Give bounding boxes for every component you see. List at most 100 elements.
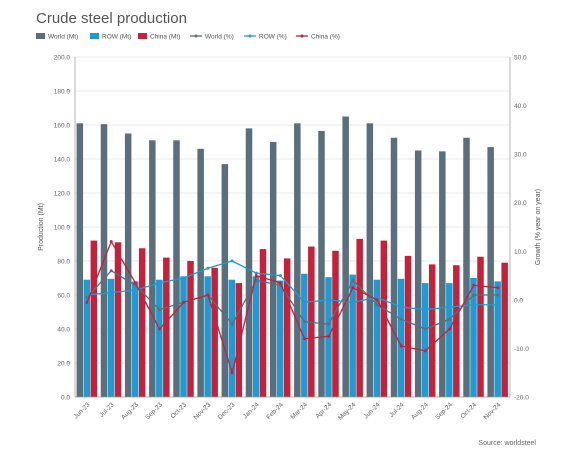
bar-china [477,256,484,397]
bar-row [83,279,91,397]
bar-row [421,283,429,397]
legend-label: World (%) [205,34,234,41]
legend-swatch [90,33,99,39]
bars [76,116,508,398]
point-world [109,269,113,273]
point-row [85,293,89,297]
y-tick-label: 120.0 [54,191,71,198]
bar-world [439,151,446,397]
bar-world [463,137,470,397]
point-row [182,276,186,280]
y2-tick-label: 50.0 [514,55,527,62]
y-tick-label: 80.0 [57,259,70,266]
x-tick-label: Nov-23 [193,401,213,421]
point-china [85,300,89,304]
y2-tick-label: 0.0 [514,297,523,304]
y2-tick-label: 40.0 [514,103,527,110]
bar-row [228,279,236,397]
point-row [448,305,452,309]
point-row [351,300,355,304]
x-tick-label: Jul-23 [98,401,116,419]
point-china [278,281,282,285]
y2-tick-label: 30.0 [514,152,527,159]
bar-row [276,280,284,397]
point-china [158,327,162,331]
legend-label: China (Mt) [150,34,180,41]
point-row [206,266,210,270]
x-tick-label: Mar-24 [289,401,309,421]
x-tick-label: Jun-24 [362,401,381,420]
point-china [496,286,500,290]
bar-china [90,240,98,397]
y-tick-label: 20.0 [57,361,70,368]
point-world [158,308,162,312]
bar-world [76,123,84,398]
bar-world [221,164,229,397]
point-china [327,334,331,338]
y2-tick-label: 20.0 [514,200,527,207]
point-china [182,300,186,304]
legend-label: China (%) [311,34,340,41]
bar-row [252,276,260,397]
bar-row [107,278,115,397]
bar-china [501,262,508,397]
point-china [423,349,427,353]
point-world [472,293,476,297]
bar-china [356,238,363,397]
bar-china [259,249,267,397]
point-row [375,295,379,299]
y-tick-label: 0.0 [61,395,70,402]
bar-row [373,279,381,397]
point-world [399,317,403,321]
source-note: Source: worldsteel [478,440,536,447]
bar-china [428,264,436,397]
bar-row [494,281,501,397]
legend-swatch [36,33,45,39]
bar-world [414,150,422,397]
bar-china [404,255,412,397]
bar-china [163,257,170,397]
bar-row [204,276,211,397]
x-tick-label: Feb-24 [265,401,285,421]
point-row [254,271,258,275]
y-tick-label: 100.0 [54,225,71,232]
y2-tick-label: -10.0 [514,346,529,353]
bar-row [446,283,453,397]
bar-china [187,261,194,397]
point-row [327,298,331,302]
point-china [109,240,113,244]
bar-world [197,148,204,397]
legend-marker [248,34,252,38]
bar-world [173,140,180,398]
point-china [133,281,137,285]
bar-china [211,267,218,397]
bar-world [487,147,494,397]
line-row [87,260,498,311]
y2-axis-title: Growth (% year on year) [535,189,542,265]
x-tick-label: Jan-24 [242,401,261,420]
bar-world [124,133,132,397]
bar-china [114,242,122,397]
point-china [375,298,379,302]
bar-row [180,276,187,397]
bar-china [283,258,291,397]
point-row [109,291,113,295]
bar-world [390,137,398,397]
point-row [133,288,137,292]
legend-label: World (Mt) [48,34,78,41]
legend: World (Mt) ROW (Mt) China (Mt) World (%) ROW… [36,33,340,41]
x-tick-label: Apr-24 [314,401,333,420]
bar-china [235,283,243,397]
point-row [423,308,427,312]
point-world [230,322,234,326]
point-row [472,303,476,307]
x-tick-label: Oct-23 [169,401,188,420]
x-tick-label: Aug-24 [410,401,430,421]
legend-swatch [138,33,147,39]
point-china [254,274,258,278]
legend-label: ROW (%) [259,34,287,41]
point-world [375,303,379,307]
point-china [399,344,403,348]
lines [85,240,500,376]
